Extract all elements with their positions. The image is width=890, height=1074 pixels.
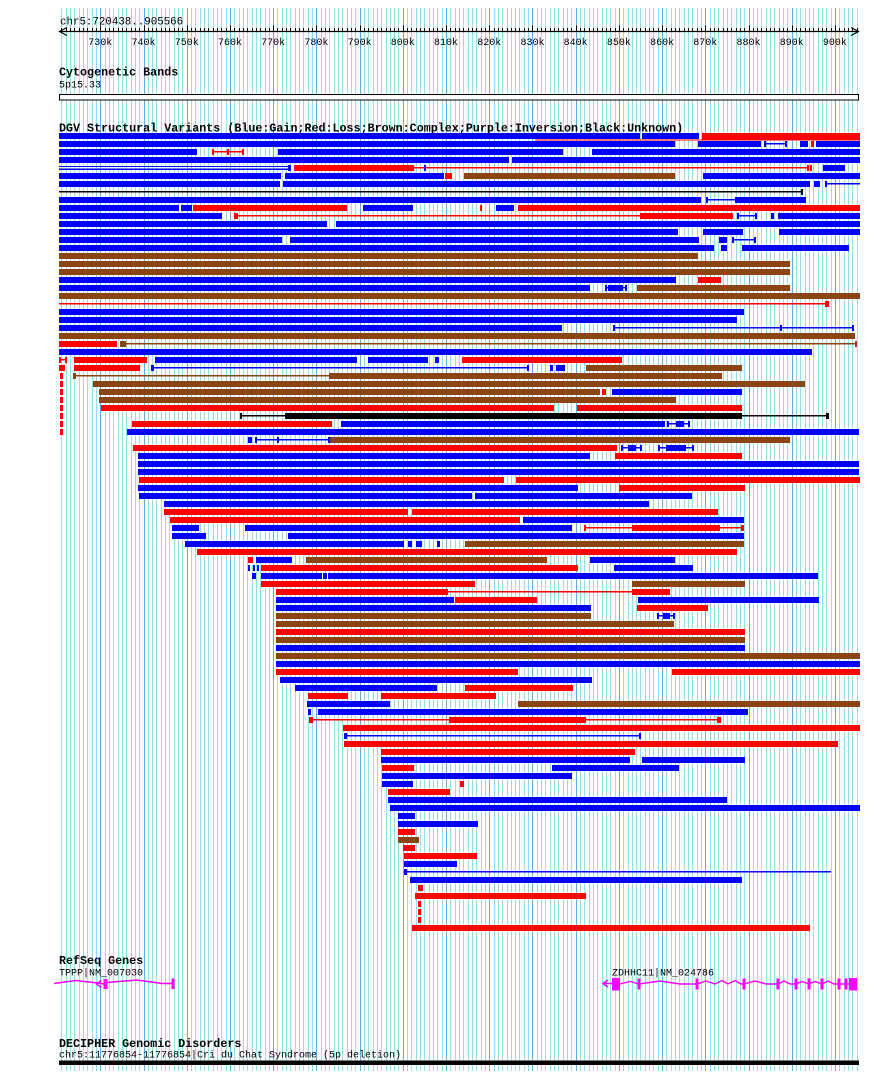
svg-text:780k: 780k bbox=[304, 37, 328, 49]
svg-text:860k: 860k bbox=[650, 37, 674, 49]
svg-text:chr5:11776854-11776854|Cri du: chr5:11776854-11776854|Cri du Chat Syndr… bbox=[59, 1050, 401, 1062]
svg-text:790k: 790k bbox=[348, 37, 372, 49]
svg-text:750k: 750k bbox=[175, 37, 199, 49]
svg-text:740k: 740k bbox=[132, 37, 156, 49]
svg-text:900k: 900k bbox=[823, 37, 847, 49]
svg-text:830k: 830k bbox=[520, 37, 544, 49]
svg-text:800k: 800k bbox=[391, 37, 415, 49]
svg-text:ZDHHC11|NM_024786: ZDHHC11|NM_024786 bbox=[612, 968, 714, 980]
svg-text:810k: 810k bbox=[434, 37, 458, 49]
svg-text:RefSeq Genes: RefSeq Genes bbox=[59, 954, 143, 968]
svg-text:chr5:720438..905566: chr5:720438..905566 bbox=[60, 17, 183, 29]
svg-text:TPPP|NM_007030: TPPP|NM_007030 bbox=[59, 968, 143, 980]
svg-text:760k: 760k bbox=[218, 37, 242, 49]
svg-text:820k: 820k bbox=[477, 37, 501, 49]
svg-text:770k: 770k bbox=[261, 37, 285, 49]
svg-text:850k: 850k bbox=[607, 37, 631, 49]
svg-text:870k: 870k bbox=[693, 37, 717, 49]
svg-text:DGV Structural Variants (Blue:: DGV Structural Variants (Blue:Gain;Red:L… bbox=[59, 122, 683, 136]
svg-text:730k: 730k bbox=[88, 37, 112, 49]
svg-text:DECIPHER Genomic Disorders: DECIPHER Genomic Disorders bbox=[59, 1037, 241, 1051]
svg-text:Cytogenetic Bands: Cytogenetic Bands bbox=[59, 66, 178, 80]
svg-text:840k: 840k bbox=[564, 37, 588, 49]
svg-text:5p15.33: 5p15.33 bbox=[59, 81, 101, 92]
svg-text:890k: 890k bbox=[780, 37, 804, 49]
svg-text:880k: 880k bbox=[737, 37, 761, 49]
